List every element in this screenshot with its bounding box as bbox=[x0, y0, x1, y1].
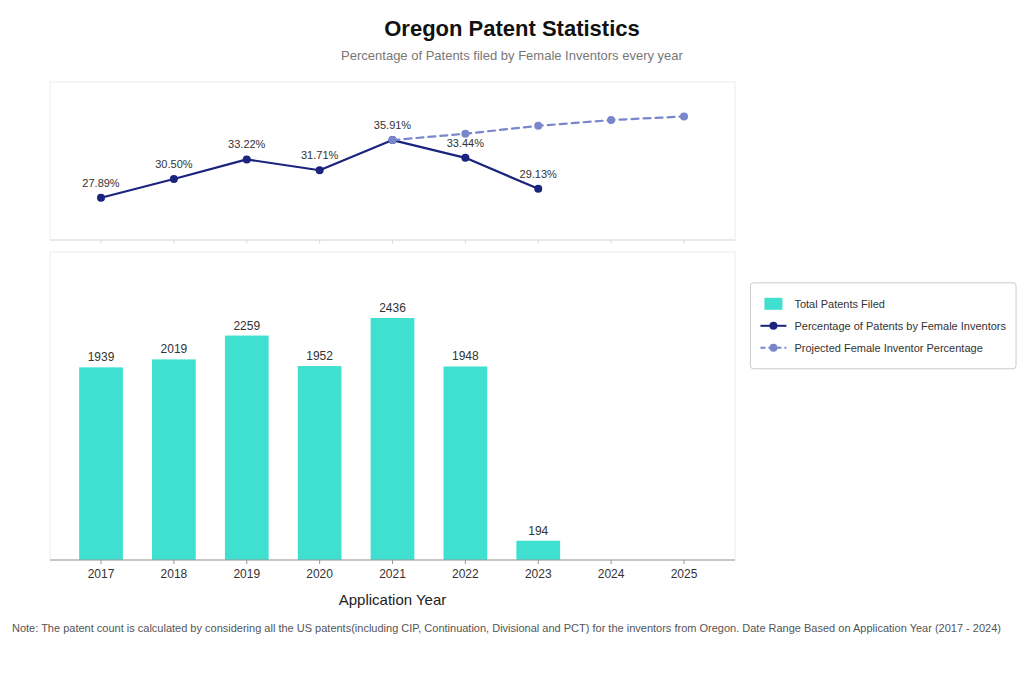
legend-label: Percentage of Patents by Female Inventor… bbox=[794, 320, 1006, 332]
x-tick-label: 2019 bbox=[233, 567, 260, 581]
x-tick-label: 2020 bbox=[306, 567, 333, 581]
x-tick-label: 2023 bbox=[525, 567, 552, 581]
legend-items: Total Patents Filed Percentage of Patents… bbox=[760, 298, 1006, 354]
data-labels: 27.89% 30.50% 33.22% 31.71% 35.91% 33.44% 29.1… bbox=[82, 119, 557, 189]
x-tick bbox=[392, 240, 393, 244]
x-tick bbox=[173, 560, 174, 564]
bar bbox=[298, 366, 342, 560]
point-label: 30.50% bbox=[155, 158, 193, 170]
x-tick bbox=[392, 560, 393, 564]
bar-label: 2436 bbox=[379, 301, 406, 315]
x-tick bbox=[465, 560, 466, 564]
x-tick bbox=[611, 560, 612, 564]
bar bbox=[371, 318, 415, 560]
legend-label: Total Patents Filed bbox=[794, 298, 885, 310]
bar-label: 1952 bbox=[306, 349, 333, 363]
x-tick-label: 2021 bbox=[379, 567, 406, 581]
x-tick bbox=[611, 240, 612, 244]
x-axis-label: Application Year bbox=[339, 591, 447, 608]
bar-label: 2019 bbox=[161, 342, 188, 356]
x-tick-label: 2022 bbox=[452, 567, 479, 581]
point bbox=[97, 194, 105, 202]
x-tick bbox=[683, 240, 684, 244]
point bbox=[243, 155, 251, 163]
point bbox=[316, 166, 324, 174]
marks bbox=[79, 318, 560, 560]
marks bbox=[97, 112, 688, 201]
data-labels: 1939 2019 2259 1952 2436 1948 194 bbox=[88, 301, 549, 538]
point bbox=[534, 122, 542, 130]
footer-note: Note: The patent count is calculated by … bbox=[12, 622, 1001, 634]
point-label: 33.44% bbox=[447, 137, 485, 149]
plot-frame bbox=[50, 82, 735, 240]
line bbox=[393, 116, 684, 140]
x-tick bbox=[319, 560, 320, 564]
x-tick bbox=[246, 560, 247, 564]
bar-label: 2259 bbox=[233, 319, 260, 333]
bar bbox=[444, 366, 488, 560]
chart-title: Oregon Patent Statistics bbox=[384, 16, 640, 41]
point bbox=[680, 112, 688, 120]
chart-subtitle: Percentage of Patents filed by Female In… bbox=[341, 48, 683, 63]
chart-root: Oregon Patent Statistics Percentage of Pa… bbox=[0, 0, 1024, 683]
x-tick-label: 2025 bbox=[671, 567, 698, 581]
bar-label: 1939 bbox=[88, 350, 115, 364]
x-tick bbox=[683, 560, 684, 564]
point bbox=[461, 154, 469, 162]
x-tick bbox=[319, 240, 320, 244]
plot-frame bbox=[50, 252, 735, 560]
point bbox=[389, 136, 397, 144]
point-label: 31.71% bbox=[301, 149, 339, 161]
point-label: 33.22% bbox=[228, 138, 266, 150]
x-tick bbox=[538, 240, 539, 244]
bar bbox=[79, 367, 123, 560]
bar bbox=[152, 359, 196, 560]
point bbox=[607, 116, 615, 124]
legend: Total Patents Filed Percentage of Patents… bbox=[750, 283, 1016, 369]
x-tick bbox=[101, 240, 102, 244]
x-tick bbox=[173, 240, 174, 244]
point-label: 27.89% bbox=[82, 177, 120, 189]
x-tick-label: 2018 bbox=[161, 567, 188, 581]
x-tick-label: 2024 bbox=[598, 567, 625, 581]
x-tick bbox=[101, 560, 102, 564]
legend-swatch bbox=[764, 298, 782, 310]
bar bbox=[225, 336, 269, 560]
x-tick-label: 2017 bbox=[88, 567, 115, 581]
bar-label: 194 bbox=[528, 524, 548, 538]
legend-label: Projected Female Inventor Percentage bbox=[794, 342, 982, 354]
point bbox=[170, 175, 178, 183]
point bbox=[534, 185, 542, 193]
x-tick bbox=[538, 560, 539, 564]
x-tick bbox=[246, 240, 247, 244]
legend-frame bbox=[750, 283, 1016, 369]
legend-marker bbox=[769, 322, 777, 330]
point-label: 35.91% bbox=[374, 119, 412, 131]
point-label: 29.13% bbox=[520, 168, 558, 180]
bar-label: 1948 bbox=[452, 349, 479, 363]
x-tick bbox=[465, 240, 466, 244]
note-line: Note: The patent count is calculated by … bbox=[12, 622, 1001, 634]
point bbox=[389, 136, 397, 144]
bar bbox=[516, 541, 560, 560]
legend-marker bbox=[769, 344, 777, 352]
